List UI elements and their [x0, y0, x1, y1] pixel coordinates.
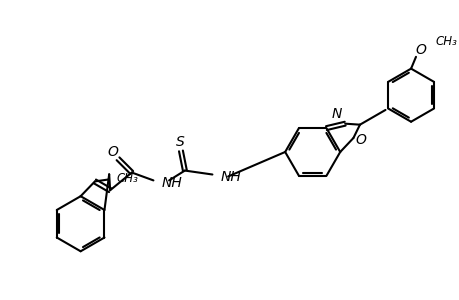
- Text: CH₃: CH₃: [435, 34, 457, 48]
- Text: O: O: [107, 145, 118, 159]
- Text: NH: NH: [161, 176, 182, 190]
- Text: S: S: [175, 135, 184, 149]
- Text: NH: NH: [220, 170, 241, 184]
- Text: O: O: [355, 133, 366, 147]
- Text: N: N: [331, 107, 342, 121]
- Text: CH₃: CH₃: [116, 172, 138, 185]
- Text: O: O: [414, 43, 425, 57]
